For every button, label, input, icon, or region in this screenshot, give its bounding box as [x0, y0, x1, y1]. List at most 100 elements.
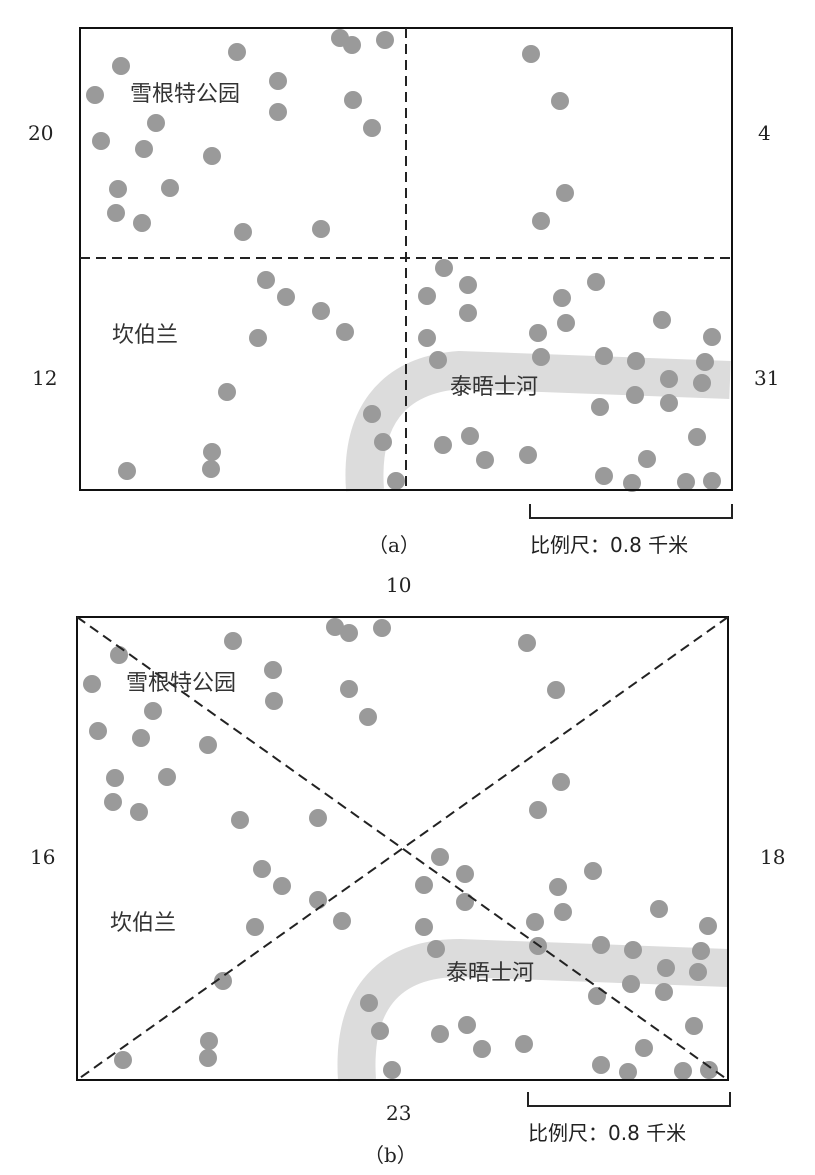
point-dot [273, 877, 291, 895]
point-dot [552, 773, 570, 791]
point-dot [234, 223, 252, 241]
point-dot [619, 1063, 637, 1081]
point-dot [427, 940, 445, 958]
point-dot [376, 31, 394, 49]
point-dot [429, 351, 447, 369]
panel-b: 雪根特公园 坎伯兰 泰晤士河 10 16 18 23 比例尺：0.8 千米 （b… [30, 573, 785, 1167]
point-dot [461, 427, 479, 445]
point-dot [696, 353, 714, 371]
point-dot [107, 204, 125, 222]
river-band [345, 350, 731, 492]
point-dot [202, 460, 220, 478]
point-dot [277, 288, 295, 306]
point-dot [231, 811, 249, 829]
count-top-right: 4 [758, 121, 771, 145]
point-dot [431, 1025, 449, 1043]
point-dot [592, 1056, 610, 1074]
map-frame [76, 616, 729, 1081]
point-dot [158, 768, 176, 786]
point-dot [515, 1035, 533, 1053]
point-dot [529, 801, 547, 819]
point-dot [109, 180, 127, 198]
point-dot [595, 467, 613, 485]
point-dot [693, 374, 711, 392]
scale-bar [529, 504, 733, 519]
point-dot [340, 680, 358, 698]
point-dot [135, 140, 153, 158]
point-dot [264, 661, 282, 679]
point-dot [383, 1061, 401, 1079]
count-top: 10 [386, 573, 411, 597]
count-bottom-left: 12 [32, 366, 57, 390]
count-bottom: 23 [386, 1101, 411, 1125]
point-dot [476, 451, 494, 469]
point-dot [522, 45, 540, 63]
scale-label: 比例尺：0.8 千米 [530, 533, 688, 557]
point-dot [269, 103, 287, 121]
district-label: 坎伯兰 [112, 323, 178, 348]
point-dot [363, 119, 381, 137]
river-band [337, 938, 729, 1082]
river-label: 泰晤士河 [450, 375, 538, 400]
point-dot [431, 848, 449, 866]
point-dot [519, 446, 537, 464]
count-right: 18 [760, 845, 785, 869]
point-dot [584, 862, 602, 880]
point-dot [653, 311, 671, 329]
point-dot [374, 433, 392, 451]
point-dot [595, 347, 613, 365]
point-dot [343, 36, 361, 54]
point-dot [224, 632, 242, 650]
point-dot [556, 184, 574, 202]
panel-a: 雪根特公园 坎伯兰 泰晤士河 20 4 12 31 比例尺：0.8 千米 （a） [28, 27, 779, 557]
dots-layer [86, 29, 721, 492]
point-dot [588, 987, 606, 1005]
point-dot [688, 428, 706, 446]
point-dot [312, 302, 330, 320]
point-dot [89, 722, 107, 740]
point-dot [418, 287, 436, 305]
point-dot [660, 394, 678, 412]
point-dot [344, 91, 362, 109]
point-dot [459, 304, 477, 322]
point-dot [309, 891, 327, 909]
point-dot [650, 900, 668, 918]
point-dot [218, 383, 236, 401]
point-dot [312, 220, 330, 238]
scale-bar [527, 1092, 731, 1107]
point-dot [553, 289, 571, 307]
point-dot [228, 43, 246, 61]
point-dot [371, 1022, 389, 1040]
river-label: 泰晤士河 [446, 961, 534, 986]
point-dot [203, 147, 221, 165]
district-label: 坎伯兰 [110, 911, 176, 936]
point-dot [269, 72, 287, 90]
point-dot [86, 86, 104, 104]
panel-caption: （a） [368, 533, 420, 557]
point-dot [529, 324, 547, 342]
point-dot [118, 462, 136, 480]
point-dot [360, 994, 378, 1012]
point-dot [104, 793, 122, 811]
point-dot [532, 348, 550, 366]
point-dot [133, 214, 151, 232]
point-dot [700, 1061, 718, 1079]
point-dot [147, 114, 165, 132]
point-dot [199, 1049, 217, 1067]
point-dot [703, 328, 721, 346]
point-dot [214, 972, 232, 990]
point-dot [373, 619, 391, 637]
point-dot [253, 860, 271, 878]
point-dot [623, 474, 641, 492]
point-dot [674, 1062, 692, 1080]
point-dot [635, 1039, 653, 1057]
count-top-left: 20 [28, 121, 53, 145]
point-dot [199, 736, 217, 754]
diagonal-divider-1 [76, 616, 729, 1081]
point-dot [549, 878, 567, 896]
point-dot [363, 405, 381, 423]
point-dot [132, 729, 150, 747]
point-dot [692, 942, 710, 960]
point-dot [624, 941, 642, 959]
point-dot [333, 912, 351, 930]
